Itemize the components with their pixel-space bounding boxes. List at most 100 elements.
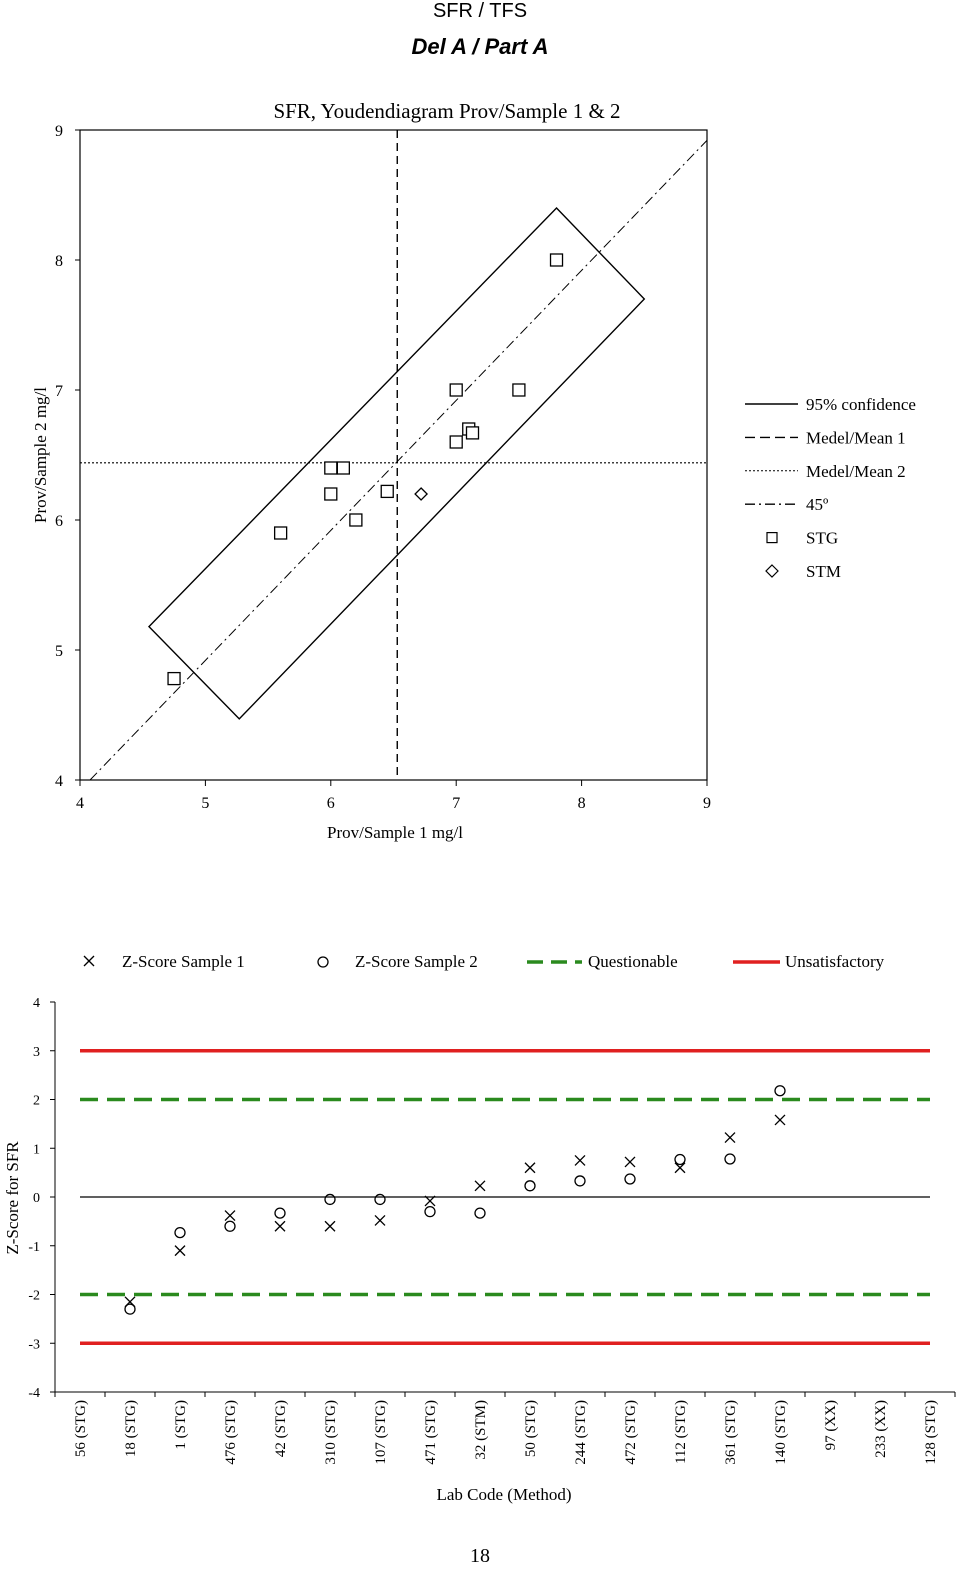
zscore-point-sample1 <box>724 1132 736 1143</box>
zscore-x-stroke <box>524 1162 536 1174</box>
youden-legend-label: STG <box>806 529 838 548</box>
youden-45-degree-line <box>89 140 708 781</box>
zscore-point-sample2 <box>224 1220 236 1232</box>
youden-x-tick-label: 9 <box>703 795 711 812</box>
zscore-point-sample1 <box>774 1114 786 1126</box>
zscore-point-sample2 <box>674 1153 686 1166</box>
zscore-y-tick-label: 4 <box>33 996 40 1011</box>
zscore-point-sample1 <box>224 1210 236 1221</box>
youden-y-tick-label: 5 <box>55 643 63 660</box>
zscore-point-sample2 <box>524 1180 536 1192</box>
zscore-x-stroke <box>424 1195 436 1207</box>
zscore-y-tick-label: -3 <box>28 1337 40 1352</box>
zscore-x-label: Lab Code (Method) <box>436 1485 571 1504</box>
zscore-point-sample1 <box>274 1220 286 1232</box>
zscore-y-tick-label: 3 <box>33 1045 40 1060</box>
zscore-point-sample2 <box>274 1207 286 1219</box>
youden-x-label: Prov/Sample 1 mg/l <box>327 823 463 842</box>
header-line-1: SFR / TFS <box>432 0 528 22</box>
youden-legend-label: Medel/Mean 1 <box>806 428 906 447</box>
youden-point-stg <box>349 513 363 527</box>
zscore-point-sample2 <box>374 1193 386 1206</box>
zscore-point-sample1 <box>374 1214 386 1226</box>
zscore-category-label: 244 (STG) <box>573 1400 589 1465</box>
zscore-point-sample1 <box>474 1180 486 1192</box>
page-number: 18 <box>470 1545 490 1567</box>
youden-y-label: Prov/Sample 2 mg/l <box>31 387 50 523</box>
page-header: SFR / TFS Del A / Part A <box>0 0 960 84</box>
zscore-point-sample2 <box>474 1207 486 1219</box>
youden-y-tick-label: 8 <box>55 253 63 270</box>
zscore-point-sample2 <box>574 1175 586 1187</box>
zscore-point-sample1 <box>174 1245 186 1257</box>
youden-chart: SFR, Youdendiagram Prov/Sample 1 & 2 Pro… <box>31 99 916 842</box>
zscore-y-tick-label: -4 <box>28 1386 40 1401</box>
zscore-y-label: Z-Score for SFR <box>3 1141 22 1255</box>
youden-point-stg <box>380 484 394 499</box>
zscore-point-sample2 <box>624 1173 636 1185</box>
youden-legend-label: STM <box>806 562 841 581</box>
zscore-legend: Z-Score Sample 1 Z-Score Sample 2 Question… <box>83 952 885 971</box>
zscore-chart: Lab Code (Method) Z-Score for SFR Z-Scor… <box>3 952 956 1504</box>
zscore-x-stroke <box>324 1220 336 1232</box>
zscore-category-label: 140 (STG) <box>773 1400 789 1465</box>
zscore-category-label: 18 (STG) <box>123 1400 139 1457</box>
zscore-category-label: 32 (STM) <box>473 1400 489 1460</box>
zscore-x-stroke <box>674 1162 686 1174</box>
youden-confidence-box <box>147 206 646 720</box>
zscore-point-sample1 <box>524 1162 536 1174</box>
zscore-category-label: 112 (STG) <box>673 1400 689 1464</box>
zscore-y-tick-label: 0 <box>33 1191 40 1206</box>
header-line-2: Del A / Part A <box>411 34 549 59</box>
zscore-point-sample1 <box>574 1154 586 1166</box>
zscore-legend-label: Z-Score Sample 1 <box>122 952 245 971</box>
youden-point-stg <box>324 461 338 475</box>
zscore-category-label: 361 (STG) <box>723 1400 739 1465</box>
youden-x-tick-label: 5 <box>201 795 209 812</box>
youden-point-stg <box>449 435 463 449</box>
zscore-x-stroke <box>274 1220 286 1232</box>
zscore-category-label: 97 (XX) <box>823 1400 839 1450</box>
zscore-y-tick-label: 1 <box>33 1142 40 1157</box>
zscore-x-stroke <box>474 1180 486 1192</box>
zscore-category-label: 50 (STG) <box>523 1400 539 1457</box>
zscore-x-stroke <box>574 1154 586 1166</box>
youden-legend-label: 45º <box>806 495 828 514</box>
youden-legend-label: Medel/Mean 2 <box>806 462 906 481</box>
zscore-y-tick-label: -2 <box>28 1289 40 1304</box>
zscore-point-sample1 <box>674 1162 686 1174</box>
youden-point-stg <box>465 426 480 440</box>
zscore-point-sample2 <box>424 1205 436 1218</box>
zscore-x-stroke <box>174 1245 186 1257</box>
youden-point-stg <box>336 461 350 475</box>
zscore-point-sample2 <box>774 1085 786 1097</box>
youden-x-tick-label: 7 <box>452 795 460 812</box>
zscore-y-tick-label: -1 <box>28 1240 40 1255</box>
youden-y-tick-label: 6 <box>55 513 63 530</box>
zscore-point-sample2 <box>174 1226 186 1239</box>
zscore-category-label: 128 (STG) <box>923 1400 939 1465</box>
youden-x-tick-label: 6 <box>327 795 335 812</box>
youden-point-stg <box>273 526 288 540</box>
zscore-point-sample2 <box>324 1193 336 1206</box>
legend-circle-marker-icon <box>317 956 329 968</box>
zscore-point-sample1 <box>324 1220 336 1232</box>
youden-legend: 95% confidence Medel/Mean 1 Medel/Mean 2 45… <box>745 395 916 581</box>
zscore-x-stroke <box>224 1210 236 1221</box>
youden-title: SFR, Youdendiagram Prov/Sample 1 & 2 <box>273 99 620 123</box>
zscore-x-stroke <box>774 1114 786 1126</box>
youden-plot-frame <box>79 129 708 781</box>
zscore-category-label: 471 (STG) <box>423 1400 439 1465</box>
legend-marker-square-icon <box>766 531 778 544</box>
zscore-category-label: 1 (STG) <box>173 1400 189 1450</box>
zscore-y-tick-label: 2 <box>33 1094 40 1109</box>
zscore-category-label: 476 (STG) <box>223 1400 239 1465</box>
zscore-x-stroke <box>374 1214 386 1226</box>
youden-point-stg <box>167 671 181 686</box>
zscore-legend-label: Unsatisfactory <box>785 952 885 971</box>
zscore-category-label: 310 (STG) <box>323 1400 339 1465</box>
youden-x-tick-label: 8 <box>578 795 586 812</box>
youden-point-stm <box>414 487 429 501</box>
zscore-category-label: 233 (XX) <box>873 1400 889 1458</box>
youden-legend-label: 95% confidence <box>806 395 916 414</box>
